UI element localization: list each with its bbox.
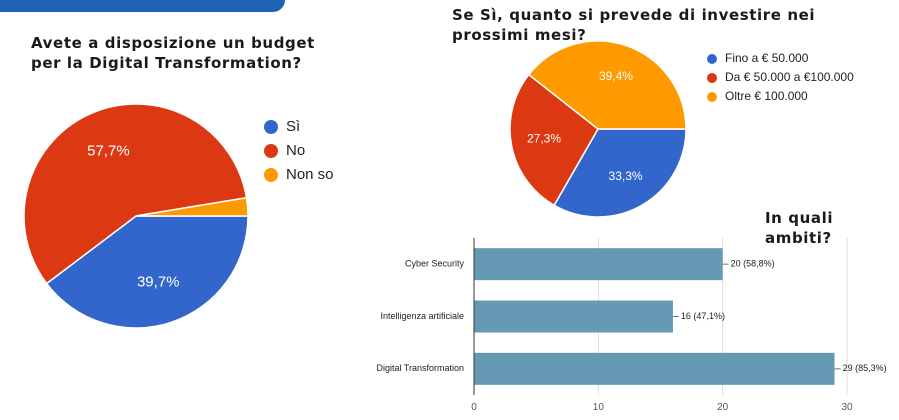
bar-value-label-1: 16 (47,1%)	[681, 311, 725, 321]
pie1-legend-marker-0	[707, 54, 717, 64]
bar-x-tick-0: 0	[471, 402, 477, 413]
pie-investment-title: Se Sì, quanto si prevede di investire ne…	[452, 6, 816, 44]
pie1-legend-marker-1	[707, 73, 717, 83]
header-accent-bar	[0, 0, 285, 12]
pie0-legend-label-0: Sì	[286, 118, 300, 135]
bar-x-tick-3: 30	[841, 402, 853, 413]
pie0-slice-1	[23, 103, 248, 285]
pie1-slice-1	[509, 73, 599, 207]
pie1-legend-marker-2	[707, 92, 717, 102]
bar-value-label-0: 20 (58,8%)	[731, 259, 775, 269]
pie0-slice-0	[45, 215, 249, 329]
bar-x-tick-2: 20	[717, 402, 729, 413]
pie1-slice-0	[553, 128, 687, 218]
bar-0	[474, 248, 723, 281]
bar-1	[474, 300, 673, 333]
bar-chart-title: In quali ambiti?	[765, 209, 834, 247]
pie0-slice-label-1: 57,7%	[87, 143, 130, 160]
pie0-legend-marker-2	[264, 168, 278, 182]
pie0-slice-label-0: 39,7%	[137, 273, 180, 290]
bar-category-label-1: Intelligenza artificiale	[380, 311, 464, 321]
pie1-legend-label-1: Da € 50.000 a €100.000	[725, 70, 854, 84]
bar-category-label-0: Cyber Security	[405, 259, 465, 269]
pie-budget-title: Avete a disposizione un budget per la Di…	[31, 34, 315, 72]
bar-2	[474, 352, 835, 385]
pie1-legend-label-0: Fino a € 50.000	[725, 51, 809, 65]
pie1-legend-label-2: Oltre € 100.000	[725, 89, 808, 103]
pie1-slice-label-2: 39,4%	[599, 69, 633, 83]
pie0-slice-2	[135, 196, 249, 217]
bar-x-tick-1: 10	[593, 402, 605, 413]
pie1-slice-label-1: 27,3%	[527, 132, 561, 146]
pie0-legend-label-2: Non so	[286, 166, 334, 183]
pie1-slice-2	[527, 40, 687, 130]
pie1-slice-label-0: 33,3%	[609, 169, 643, 183]
pie0-legend-label-1: No	[286, 142, 305, 159]
bar-category-label-2: Digital Transformation	[376, 363, 464, 373]
pie0-legend-marker-1	[264, 144, 278, 158]
pie0-legend-marker-0	[264, 120, 278, 134]
bar-value-label-2: 29 (85,3%)	[843, 363, 887, 373]
